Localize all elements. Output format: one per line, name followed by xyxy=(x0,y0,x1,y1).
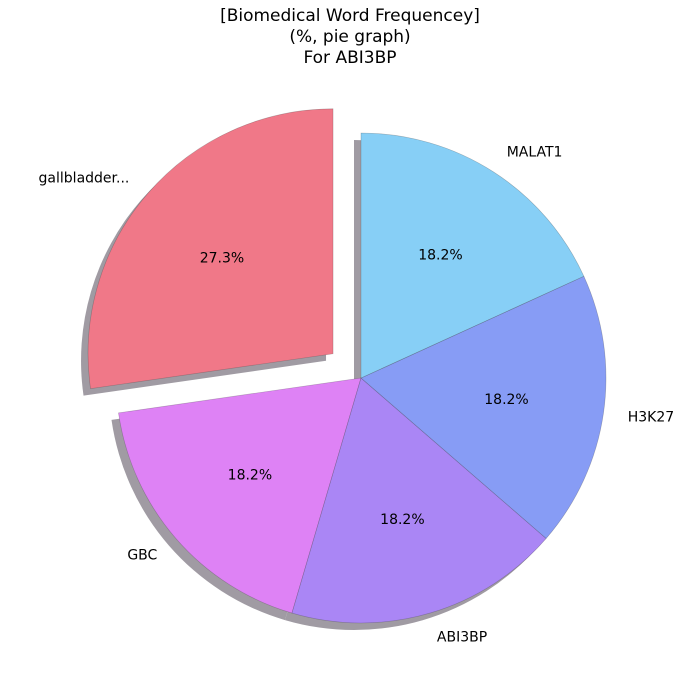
pct-label-gbc: 18.2% xyxy=(228,467,272,483)
pie-slices xyxy=(87,108,607,624)
pie-slice-gallbladder xyxy=(87,108,334,389)
chart-title-line-1: [Biomedical Word Frequencey] xyxy=(220,6,480,26)
pie-slice-gbc xyxy=(118,377,362,614)
pct-label-gallbladder: 27.3% xyxy=(200,251,244,267)
chart-title-line-3: For ABI3BP xyxy=(303,48,397,68)
slice-label-h3k27: H3K27 xyxy=(628,409,674,425)
slice-label-gallbladder: gallbladder... xyxy=(39,170,130,186)
pct-label-h3k27: 18.2% xyxy=(484,392,528,408)
pct-label-malat1: 18.2% xyxy=(418,247,462,263)
pie-slice-malat1 xyxy=(360,132,585,379)
pie-slice-abi3bp xyxy=(291,377,547,624)
pie-slice-h3k27 xyxy=(360,275,607,539)
slice-label-abi3bp: ABI3BP xyxy=(437,630,487,646)
slice-label-gbc: GBC xyxy=(127,547,157,563)
pct-label-abi3bp: 18.2% xyxy=(380,512,424,528)
chart-title-line-2: (%, pie graph) xyxy=(289,27,411,47)
pie-labels: 27.3% gallbladder... 18.2% GBC 18.2% ABI3BP 18… xyxy=(39,144,675,645)
slice-label-malat1: MALAT1 xyxy=(507,144,563,160)
